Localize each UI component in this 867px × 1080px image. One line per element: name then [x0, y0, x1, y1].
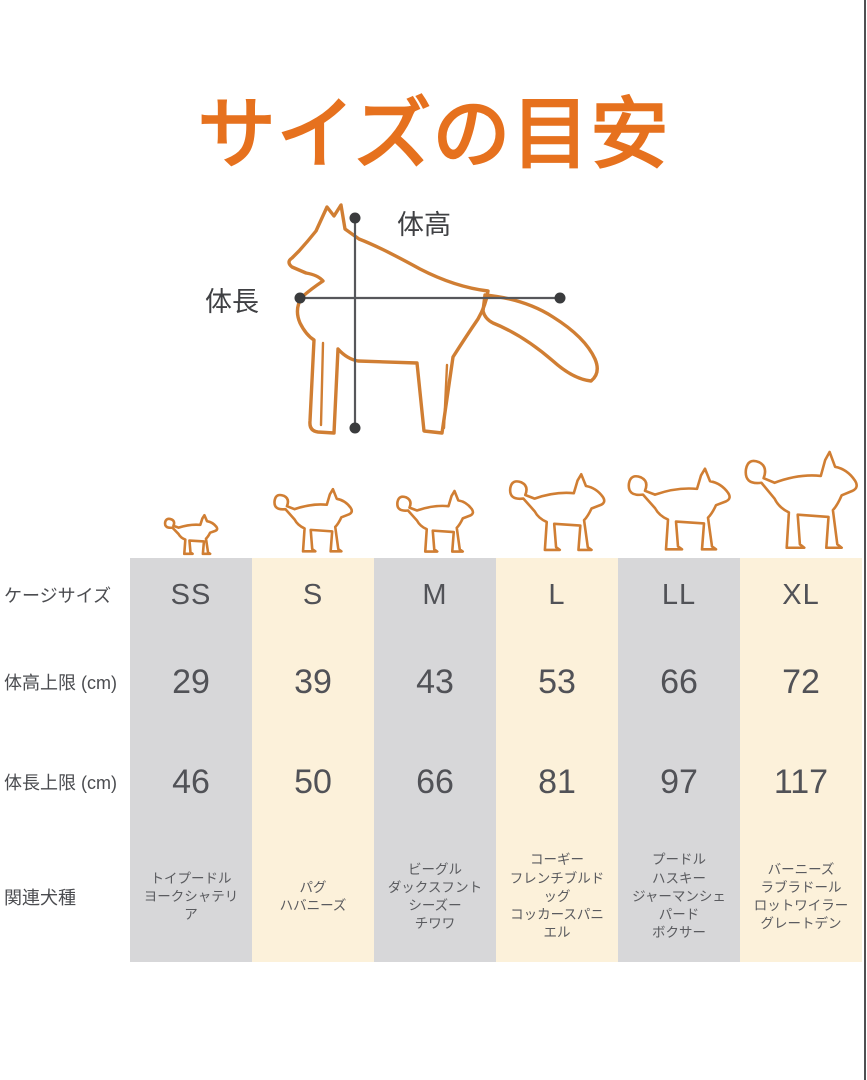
breeds-cell-xl: バーニーズ ラブラドール ロットワイラー グレートデン: [740, 832, 862, 962]
breeds-cell-ss: トイプードル ヨークシャテリア: [130, 832, 252, 962]
row-label-length-limit: 体長上限 (cm): [0, 732, 130, 832]
dog-icon-ss: [164, 514, 218, 555]
row-label-cage-size: ケージサイズ: [0, 558, 130, 632]
height-cell-s: 39: [252, 632, 374, 732]
right-edge-border: [864, 0, 866, 1080]
height-cell-m: 43: [374, 632, 496, 732]
measure-dot: [349, 422, 361, 434]
dog-outline-illustration: [287, 203, 599, 435]
height-measure-label: 体高: [397, 210, 451, 240]
dog-leg-lines: [319, 341, 449, 430]
dog-body-outline: [287, 203, 490, 435]
height-cell-ll: 66: [618, 632, 740, 732]
size-cell-m: M: [374, 558, 496, 632]
length-cell-ll: 97: [618, 732, 740, 832]
dog-icon-ll: [627, 467, 731, 551]
page-title: サイズの目安: [197, 90, 670, 178]
height-cell-l: 53: [496, 632, 618, 732]
length-cell-s: 50: [252, 732, 374, 832]
height-cell-xl: 72: [740, 632, 862, 732]
row-label-related-breeds: 関連犬種: [0, 832, 130, 962]
measurement-diagram: 体高 体長: [195, 195, 665, 460]
measure-dot: [349, 212, 361, 224]
size-cell-s: S: [252, 558, 374, 632]
dog-icon-m: [396, 490, 474, 553]
dog-icon-xl: [744, 450, 859, 550]
dog-tail-outline: [481, 293, 599, 383]
breeds-cell-ll: プードル ハスキー ジャーマンシェパード ボクサー: [618, 832, 740, 962]
length-cell-l: 81: [496, 732, 618, 832]
length-cell-ss: 46: [130, 732, 252, 832]
breeds-cell-s: パグ ハバニーズ: [252, 832, 374, 962]
breeds-cell-l: コーギー フレンチブルドッグ コッカースパニエル: [496, 832, 618, 962]
size-cell-xl: XL: [740, 558, 862, 632]
row-label-height-limit: 体高上限 (cm): [0, 632, 130, 732]
size-table: ケージサイズ SS S M L LL XL 体高上限 (cm) 29 39 43…: [0, 558, 862, 962]
size-cell-ss: SS: [130, 558, 252, 632]
height-cell-ss: 29: [130, 632, 252, 732]
measure-dot: [294, 292, 306, 304]
measure-dot: [554, 292, 566, 304]
length-cell-xl: 117: [740, 732, 862, 832]
length-measure-label: 体長: [205, 287, 259, 317]
dog-icon-l: [508, 473, 606, 552]
size-cell-ll: LL: [618, 558, 740, 632]
size-cell-l: L: [496, 558, 618, 632]
breeds-cell-m: ビーグル ダックスフント シーズー チワワ: [374, 832, 496, 962]
dog-icon-s: [273, 488, 353, 553]
length-cell-m: 66: [374, 732, 496, 832]
